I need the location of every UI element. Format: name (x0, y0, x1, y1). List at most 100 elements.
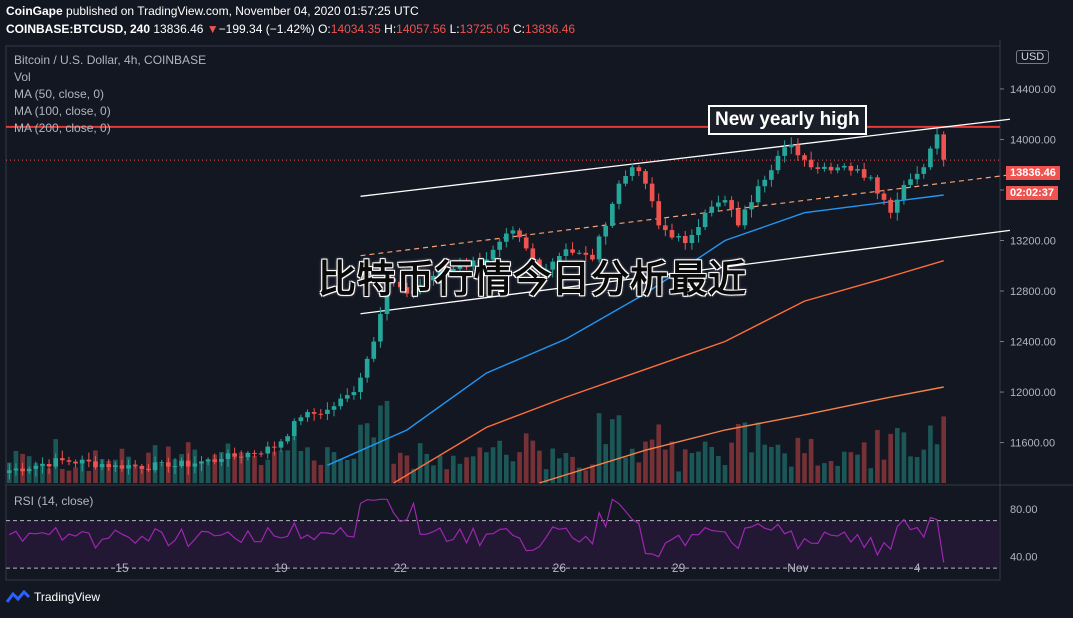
candle-body (477, 260, 483, 265)
volume-bar (755, 422, 761, 483)
candle (914, 166, 920, 185)
candle (888, 197, 893, 219)
candle-body (139, 465, 145, 469)
candle-body (636, 167, 642, 172)
tradingview-logo[interactable]: TradingView (6, 590, 100, 604)
volume-bar (79, 460, 85, 483)
candle (232, 447, 237, 460)
candle (590, 248, 595, 262)
candle-body (225, 453, 231, 460)
candle-body (822, 166, 827, 169)
volume-bar (457, 463, 463, 483)
change: −199.34 (−1.42%) (218, 22, 315, 36)
candle (815, 162, 821, 174)
candle (490, 245, 496, 267)
volume-bar (384, 400, 390, 483)
candle (225, 449, 231, 467)
candle-body (802, 155, 807, 160)
candle-body (530, 248, 536, 260)
last-price: 13836.46 (153, 22, 204, 36)
candle (33, 461, 39, 477)
candle (106, 459, 112, 471)
candle-body (397, 281, 403, 288)
candle (928, 146, 933, 170)
y-tick-label: 11600.00 (1010, 438, 1055, 450)
volume-bar (278, 450, 284, 483)
candle-body (358, 377, 363, 393)
candle-body (305, 412, 310, 418)
open-label: O: (318, 22, 331, 36)
volume-bar (603, 444, 609, 483)
candle (517, 227, 522, 243)
candle (166, 457, 171, 473)
candle-body (192, 463, 198, 467)
candle (894, 192, 900, 221)
candle-body (709, 206, 715, 213)
volume-bar (696, 451, 701, 483)
candle (93, 456, 98, 470)
candle-body (583, 252, 589, 255)
candle (79, 455, 85, 472)
candle-body (166, 462, 171, 467)
candle-body (835, 167, 840, 171)
candle-body (378, 313, 383, 342)
volume-bar (543, 469, 549, 483)
candle (716, 195, 721, 211)
volume-bar (232, 456, 237, 483)
volume-bar (503, 454, 509, 483)
currency-button[interactable]: USD (1016, 50, 1050, 64)
candle-body (99, 464, 105, 468)
candle-body (179, 460, 184, 467)
candle (610, 201, 615, 228)
candle-body (795, 144, 801, 156)
candle-body (755, 186, 761, 203)
volume-bar (716, 456, 721, 483)
candle-body (914, 173, 920, 180)
volume-bar (265, 459, 271, 483)
candle (875, 174, 880, 200)
volume-bar (875, 430, 880, 483)
volume-bar (921, 449, 927, 483)
candle (722, 195, 728, 207)
volume-bar (470, 456, 476, 483)
candle (563, 243, 569, 261)
candle (66, 456, 72, 466)
candle (901, 180, 907, 205)
candle-body (185, 460, 191, 467)
candle (417, 278, 423, 295)
candle-body (93, 461, 98, 468)
high-value: 14057.56 (396, 22, 447, 36)
candle (119, 459, 125, 472)
candle (272, 441, 277, 456)
legend-ma50: MA (50, close, 0) (14, 87, 105, 101)
low-label: L: (449, 22, 460, 36)
candle (908, 173, 913, 188)
candle (444, 265, 449, 278)
candle (139, 464, 145, 474)
candle (26, 466, 32, 475)
candle-body (152, 462, 158, 471)
volume-bar (590, 464, 595, 483)
candle (378, 307, 383, 348)
volume-bar (623, 457, 628, 483)
candle (788, 137, 794, 154)
countdown-tag: 02:02:37 (1006, 186, 1059, 200)
candle-body (205, 459, 211, 462)
price-chart[interactable]: 11600.00 12000.00 12400.00 12800.00 13200.00… (0, 40, 1073, 585)
candle-body (510, 230, 516, 234)
y-tick-label: 12000.00 (1010, 387, 1056, 399)
volume-bar (636, 462, 642, 483)
candle-body (537, 259, 542, 271)
candle-body (610, 203, 615, 226)
volume-bar (729, 442, 734, 483)
candle (603, 222, 609, 245)
y-tick-label: 13200.00 (1010, 236, 1056, 248)
candle-body (808, 159, 814, 168)
volume-bar (808, 438, 814, 483)
candle (848, 162, 854, 176)
candle (921, 163, 927, 179)
volume-bar (676, 471, 681, 483)
y-tick-label: 14400.00 (1010, 84, 1056, 96)
candle-body (735, 209, 741, 226)
candle (172, 458, 178, 474)
